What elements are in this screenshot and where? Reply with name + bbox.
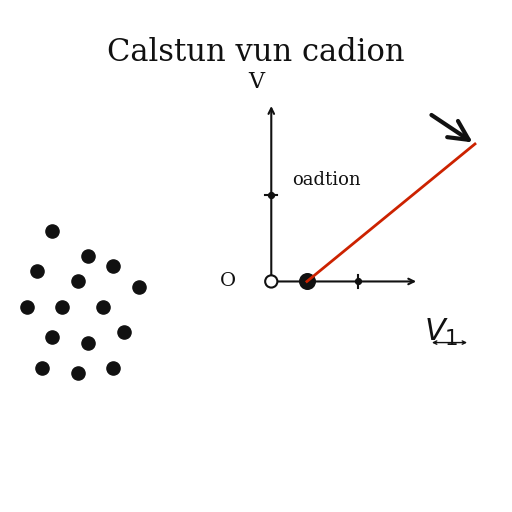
Point xyxy=(74,369,82,377)
Text: oadtion: oadtion xyxy=(292,170,360,188)
Point xyxy=(58,303,67,311)
Point xyxy=(303,278,311,286)
Point xyxy=(38,364,46,372)
Point xyxy=(135,283,143,291)
Point xyxy=(23,303,31,311)
Point xyxy=(267,191,275,199)
Text: O: O xyxy=(220,272,236,290)
Point xyxy=(110,364,118,372)
Text: $V_1$: $V_1$ xyxy=(424,317,459,348)
Point xyxy=(354,278,362,286)
Point xyxy=(84,252,92,260)
Point xyxy=(119,328,127,336)
Point xyxy=(48,226,56,234)
Point xyxy=(48,333,56,342)
Point xyxy=(99,303,108,311)
Point xyxy=(74,278,82,286)
Point xyxy=(33,267,41,275)
Point xyxy=(84,338,92,347)
Point xyxy=(267,278,275,286)
Text: V: V xyxy=(248,71,264,93)
Point xyxy=(110,262,118,270)
Circle shape xyxy=(265,275,278,288)
Text: Calstun vun cadion: Calstun vun cadion xyxy=(107,37,405,68)
